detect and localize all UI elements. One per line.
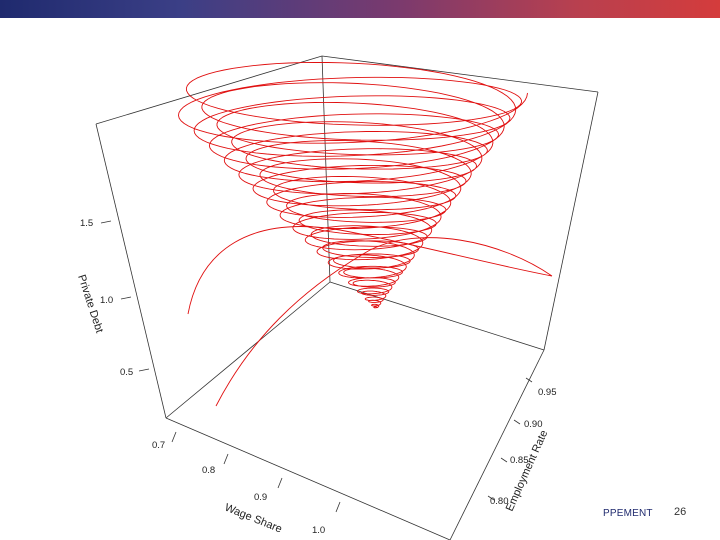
box-edge bbox=[321, 55, 599, 93]
z-tick bbox=[120, 296, 132, 300]
y-tick bbox=[500, 457, 508, 463]
box-edge bbox=[95, 123, 167, 419]
x-axis-title: Wage Share bbox=[223, 502, 284, 536]
y-tick bbox=[525, 377, 533, 383]
x-tick bbox=[277, 477, 283, 489]
z-tick-label: 0.5 bbox=[120, 367, 133, 378]
y-tick-label: 0.90 bbox=[524, 419, 543, 430]
y-tick bbox=[513, 419, 521, 425]
box-edge bbox=[165, 281, 331, 419]
trajectory-curve bbox=[178, 61, 528, 309]
box-edge bbox=[165, 417, 451, 540]
x-tick-label: 0.7 bbox=[152, 440, 165, 451]
z-tick bbox=[100, 220, 112, 224]
z-axis bbox=[100, 220, 150, 372]
top-color-band bbox=[0, 0, 720, 18]
box-edge bbox=[95, 55, 323, 125]
y-axis-title: Employment Rate bbox=[504, 428, 551, 513]
y-tick-label: 0.85 bbox=[510, 455, 529, 466]
y-tick-label: 0.95 bbox=[538, 387, 557, 398]
trajectory-tail bbox=[187, 226, 553, 407]
box-edge bbox=[543, 91, 599, 351]
x-tick bbox=[171, 431, 177, 443]
y-tick bbox=[487, 495, 495, 501]
x-axis bbox=[171, 431, 341, 513]
x-tick-label: 0.9 bbox=[254, 492, 267, 503]
x-tick-label: 1.0 bbox=[312, 525, 325, 536]
footer-text: PPEMENT bbox=[603, 508, 653, 519]
x-tick bbox=[223, 453, 229, 465]
box-edge bbox=[449, 349, 545, 540]
y-tick-label: 0.80 bbox=[490, 496, 509, 507]
page-number: 26 bbox=[674, 506, 687, 518]
z-tick-label: 1.0 bbox=[100, 295, 113, 306]
x-tick bbox=[335, 501, 341, 513]
z-tick bbox=[138, 368, 150, 372]
box-edges bbox=[95, 55, 599, 540]
x-tick-label: 0.8 bbox=[202, 465, 215, 476]
y-axis bbox=[487, 377, 533, 501]
z-tick-label: 1.5 bbox=[80, 218, 93, 229]
